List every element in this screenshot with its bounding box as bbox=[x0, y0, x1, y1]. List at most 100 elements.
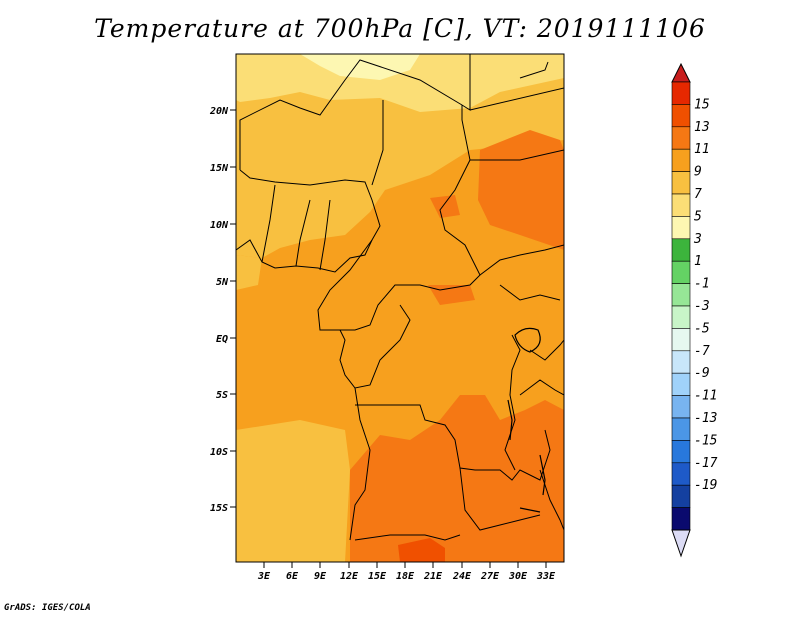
border-congo-gabon bbox=[339, 304, 411, 389]
lon-label: 18E bbox=[396, 571, 415, 582]
lon-label: 30E bbox=[508, 571, 528, 582]
lat-label: EQ bbox=[216, 334, 228, 345]
map-title: Temperature at 700hPa [C], VT: 201911110… bbox=[94, 14, 706, 43]
colorbar-segment bbox=[671, 216, 691, 240]
lake-victoria bbox=[514, 327, 541, 353]
border-kenya-tanzania bbox=[529, 339, 564, 361]
lakes bbox=[507, 327, 546, 513]
lat-label: 10N bbox=[210, 220, 229, 231]
field-7-9-coast bbox=[236, 255, 262, 290]
border-namibia bbox=[354, 534, 461, 541]
lon-label: 27E bbox=[480, 571, 500, 582]
border-guinea bbox=[261, 184, 276, 263]
colorbar-segment bbox=[671, 417, 691, 441]
border-libya-egypt bbox=[469, 87, 564, 111]
colorbar-segment bbox=[671, 462, 691, 486]
colorbar-segment bbox=[671, 81, 691, 105]
temperature-field bbox=[236, 54, 564, 562]
lat-label: 15S bbox=[210, 503, 228, 514]
border-rift-lakes bbox=[504, 334, 521, 471]
lon-label: 24E bbox=[452, 571, 472, 582]
field-13-15 bbox=[398, 538, 445, 562]
lake-kariba bbox=[519, 507, 541, 513]
colorbar-label: -13 bbox=[694, 411, 717, 426]
colorbar-label: -7 bbox=[694, 344, 710, 359]
colorbar-segment bbox=[671, 507, 691, 531]
lat-label: 5N bbox=[216, 277, 229, 288]
border-ghana bbox=[295, 199, 311, 267]
colorbar-label: 7 bbox=[694, 187, 702, 202]
colorbar-segment bbox=[671, 372, 691, 396]
colorbar-label: -17 bbox=[694, 456, 718, 471]
field-5-7-north bbox=[236, 54, 564, 112]
colorbar-segment bbox=[671, 238, 691, 262]
map-frame bbox=[235, 53, 565, 563]
colorbar-label: -9 bbox=[694, 366, 710, 381]
border-angola-coast bbox=[349, 387, 371, 541]
border-algeria-mali bbox=[239, 54, 471, 170]
lat-label: 5S bbox=[216, 390, 228, 401]
colorbar-segment bbox=[671, 171, 691, 195]
colorbar-segment bbox=[671, 260, 691, 284]
colorbar-upper-arrow bbox=[671, 62, 691, 83]
colorbar-segment bbox=[671, 395, 691, 419]
border-mozambique bbox=[539, 469, 564, 531]
longitude-axis: 3E 6E 9E 12E 15E 18E 21E 24E 27E 30E 33E bbox=[257, 562, 556, 582]
border-zambia-zimbabwe bbox=[459, 467, 541, 531]
colorbar-label: -3 bbox=[694, 299, 710, 314]
lake-tanganyika bbox=[507, 399, 513, 441]
lon-label: 33E bbox=[536, 571, 556, 582]
border-chad-car bbox=[317, 105, 481, 331]
lat-label: 10S bbox=[210, 447, 228, 458]
grads-credit: GrADS: IGES/COLA bbox=[4, 603, 91, 613]
colorbar-label: 5 bbox=[694, 209, 702, 224]
colorbar-segment bbox=[671, 104, 691, 128]
lon-label: 9E bbox=[314, 571, 327, 582]
lon-label: 6E bbox=[286, 571, 299, 582]
border-south-sudan bbox=[479, 244, 564, 276]
border-nile-delta bbox=[519, 61, 549, 79]
colorbar-label: -11 bbox=[694, 389, 717, 404]
colorbar-segment bbox=[671, 126, 691, 150]
field-3-5-north bbox=[300, 54, 420, 80]
border-togo bbox=[319, 199, 331, 271]
colorbar-segment bbox=[671, 440, 691, 464]
colorbar-segment bbox=[671, 148, 691, 172]
lon-label: 12E bbox=[340, 571, 359, 582]
country-borders bbox=[236, 54, 564, 541]
colorbar-label: 11 bbox=[694, 142, 710, 157]
lat-label: 15N bbox=[210, 163, 229, 174]
colorbar-label: -15 bbox=[694, 433, 718, 448]
colorbar: 15 13 11 9 7 5 3 1 -1 -3 -5 -7 -9 -11 -13 -15 -17 -19 bbox=[671, 62, 718, 558]
colorbar-labels: 15 13 11 9 7 5 3 1 -1 -3 -5 -7 -9 -11 -13 -15 -17 -19 bbox=[693, 97, 718, 493]
border-sudan bbox=[470, 149, 564, 161]
colorbar-segment bbox=[671, 305, 691, 329]
lat-label: 20N bbox=[209, 106, 229, 117]
lon-label: 3E bbox=[257, 571, 271, 582]
colorbar-label: 1 bbox=[694, 254, 702, 269]
lon-label: 15E bbox=[368, 571, 387, 582]
border-uganda bbox=[499, 284, 561, 301]
colorbar-segment bbox=[671, 193, 691, 217]
colorbar-label: -5 bbox=[694, 321, 710, 336]
colorbar-segments bbox=[671, 81, 691, 531]
border-niger bbox=[371, 100, 384, 186]
colorbar-label: 3 bbox=[693, 232, 702, 247]
colorbar-label: -1 bbox=[694, 277, 710, 292]
border-west-africa bbox=[236, 169, 381, 273]
colorbar-segment bbox=[671, 283, 691, 307]
colorbar-lower-arrow bbox=[671, 529, 691, 558]
lon-label: 21E bbox=[423, 571, 443, 582]
colorbar-segment bbox=[671, 328, 691, 352]
colorbar-label: 15 bbox=[694, 97, 710, 112]
field-7-9-north bbox=[236, 54, 564, 258]
colorbar-label: 13 bbox=[694, 120, 710, 135]
colorbar-label: -19 bbox=[694, 478, 717, 493]
colorbar-label: 9 bbox=[694, 165, 702, 180]
colorbar-segment bbox=[671, 484, 691, 508]
lake-malawi bbox=[539, 454, 546, 496]
field-11-13-chad bbox=[430, 195, 460, 218]
field-7-9-southwest bbox=[236, 420, 350, 562]
latitude-axis: 20N 15N 10N 5N EQ 5S 10S 15S bbox=[209, 106, 236, 514]
